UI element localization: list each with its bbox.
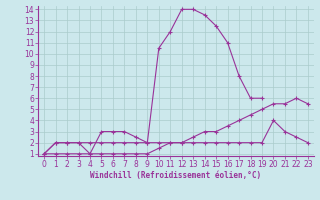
X-axis label: Windchill (Refroidissement éolien,°C): Windchill (Refroidissement éolien,°C)	[91, 171, 261, 180]
